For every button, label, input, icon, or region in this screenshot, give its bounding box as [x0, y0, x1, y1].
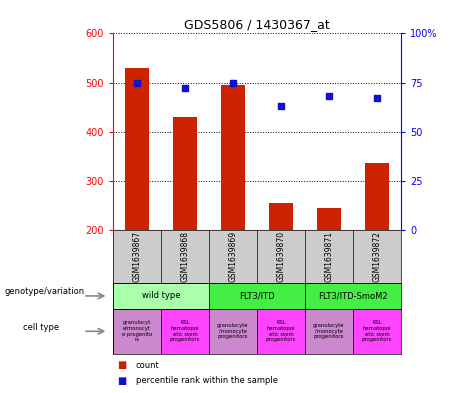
Text: KSL
hematopoi
etic stem
progenitors: KSL hematopoi etic stem progenitors	[266, 320, 296, 342]
Point	[325, 93, 333, 99]
Bar	[305, 283, 401, 309]
Text: GSM1639867: GSM1639867	[132, 231, 142, 282]
Text: cell type: cell type	[23, 323, 59, 332]
Title: GDS5806 / 1430367_at: GDS5806 / 1430367_at	[184, 18, 330, 31]
Point	[373, 95, 381, 101]
Text: ■: ■	[118, 376, 127, 386]
Bar	[125, 68, 149, 328]
Bar	[221, 85, 245, 328]
Point	[278, 103, 285, 109]
Text: FLT3/ITD: FLT3/ITD	[239, 291, 275, 300]
Text: ■: ■	[118, 360, 127, 370]
Text: GSM1639868: GSM1639868	[180, 231, 189, 282]
Bar	[269, 203, 293, 328]
Text: GSM1639871: GSM1639871	[325, 231, 334, 282]
Text: count: count	[136, 360, 160, 369]
Bar	[365, 163, 389, 328]
Bar	[209, 309, 257, 354]
Text: KSL
hematopoi
etic stem
progenitors: KSL hematopoi etic stem progenitors	[362, 320, 392, 342]
Text: genotype/variation: genotype/variation	[5, 287, 85, 296]
Bar	[113, 283, 209, 309]
Bar	[209, 283, 305, 309]
Bar	[173, 117, 197, 328]
Text: wild type: wild type	[142, 291, 180, 300]
Point	[181, 85, 189, 92]
Text: GSM1639870: GSM1639870	[277, 231, 285, 282]
Bar	[317, 208, 341, 328]
Text: granulocyte
/monocyte
progenitors: granulocyte /monocyte progenitors	[217, 323, 249, 340]
Text: granulocyte
/monocyte
progenitors: granulocyte /monocyte progenitors	[313, 323, 345, 340]
Point	[229, 79, 236, 86]
Text: percentile rank within the sample: percentile rank within the sample	[136, 376, 278, 385]
Bar	[305, 309, 353, 354]
Text: GSM1639872: GSM1639872	[372, 231, 382, 282]
Bar	[161, 309, 209, 354]
Text: FLT3/ITD-SmoM2: FLT3/ITD-SmoM2	[318, 291, 388, 300]
Text: KSL
hematopoi
etic stem
progenitors: KSL hematopoi etic stem progenitors	[170, 320, 200, 342]
Point	[133, 79, 141, 86]
Bar	[113, 309, 161, 354]
Text: GSM1639869: GSM1639869	[229, 231, 237, 282]
Text: granulocyt
e/monocyt
e progenito
rs: granulocyt e/monocyt e progenito rs	[122, 320, 152, 342]
Bar	[353, 309, 401, 354]
Bar	[257, 309, 305, 354]
